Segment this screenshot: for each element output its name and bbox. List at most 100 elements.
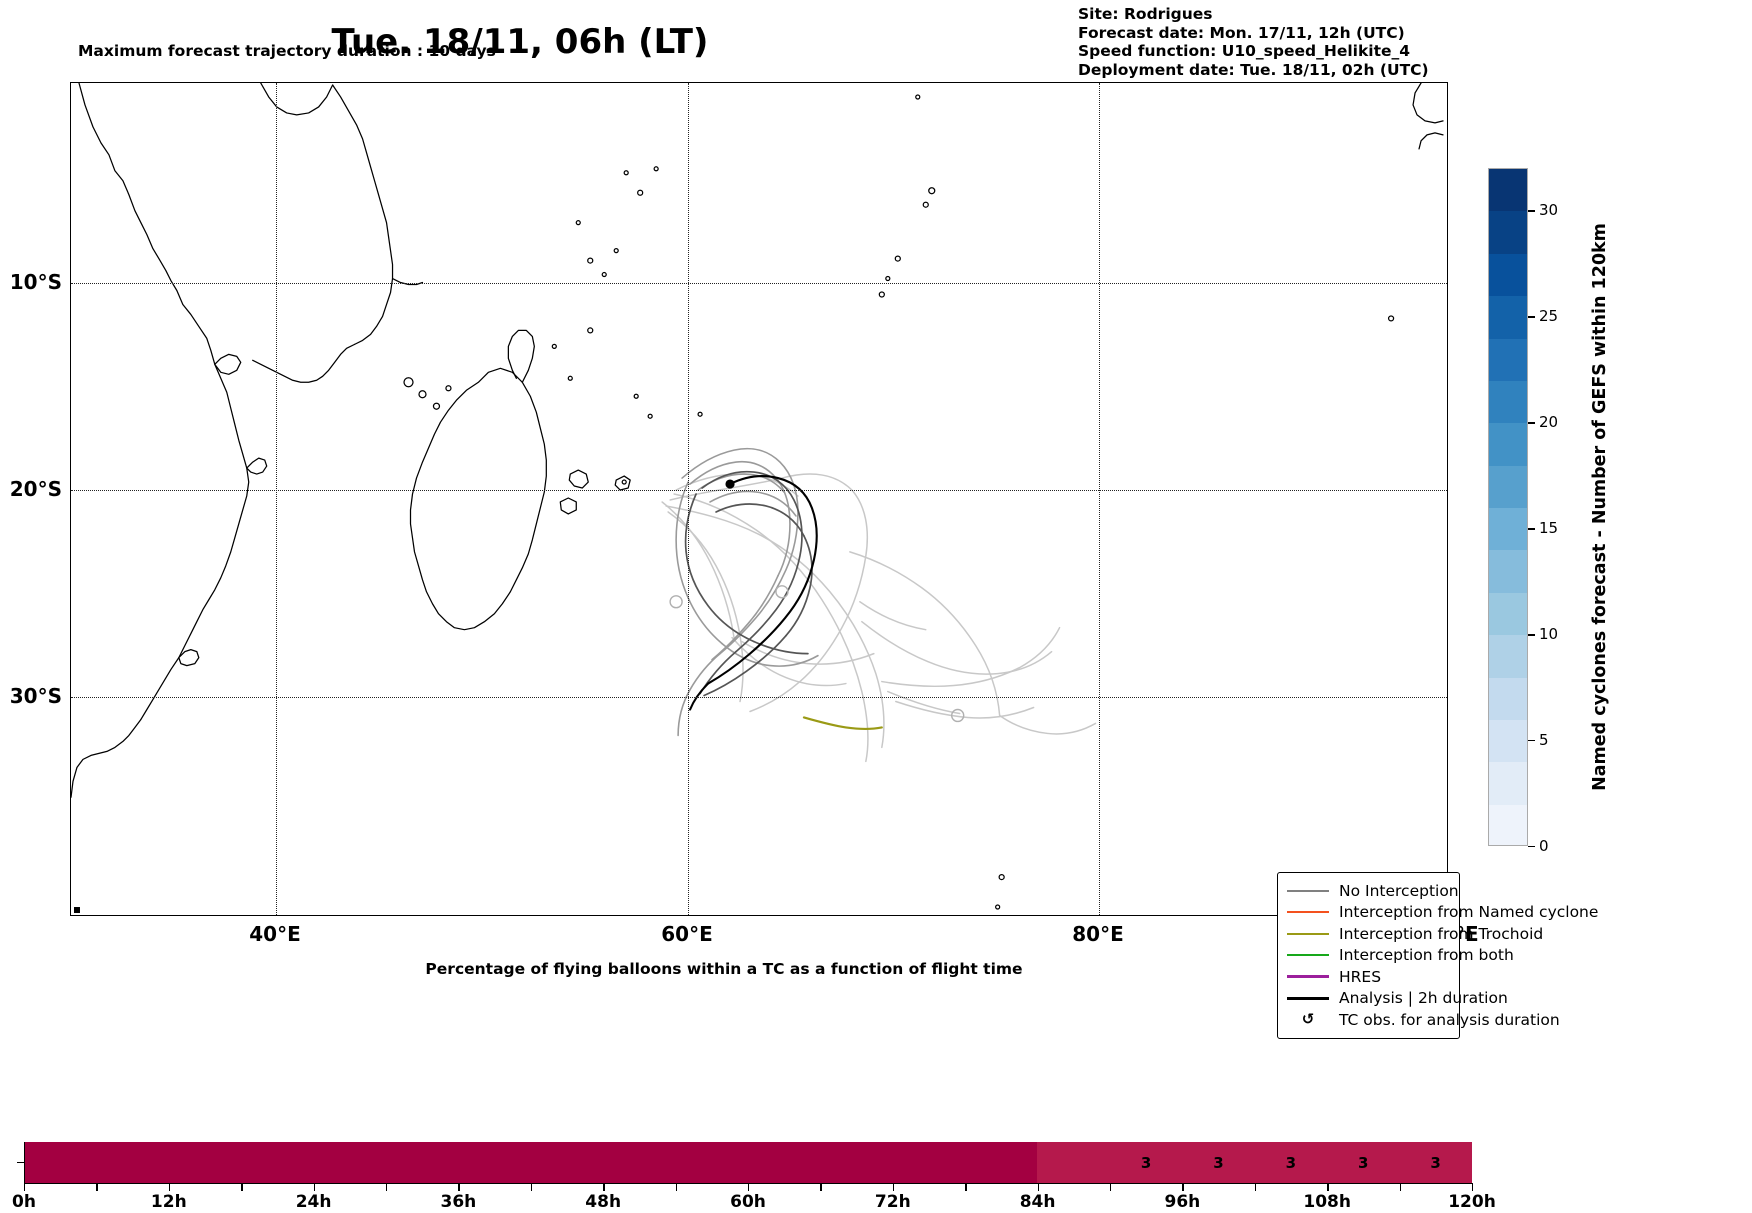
tc-observation-icon: ↺ bbox=[1301, 1010, 1315, 1029]
bottom-bar-tick bbox=[1110, 1183, 1112, 1191]
colorbar-title-text: Named cyclones forecast - Number of GEFS… bbox=[1590, 223, 1610, 791]
bottom-bar-tick-label: 36h bbox=[440, 1192, 477, 1212]
bottom-bar-tick bbox=[241, 1183, 243, 1191]
gridline-lon-80 bbox=[1099, 83, 1100, 915]
colorbar-segment bbox=[1489, 169, 1527, 212]
colorbar-segment bbox=[1489, 296, 1527, 339]
legend-line-swatch bbox=[1287, 975, 1329, 979]
bottom-bar-tick-label: 120h bbox=[1448, 1192, 1496, 1212]
bottom-bar-cell[interactable] bbox=[241, 1142, 314, 1183]
colorbar-tick-label: 25 bbox=[1539, 307, 1559, 326]
bottom-bar-cell[interactable] bbox=[96, 1142, 169, 1183]
bottom-bar-ytick bbox=[17, 1162, 24, 1164]
colorbar-segment bbox=[1489, 804, 1527, 845]
legend-item[interactable]: Interception from Named cyclone bbox=[1287, 902, 1598, 924]
bottom-bar-cell[interactable]: 3 bbox=[1254, 1142, 1328, 1183]
bottom-bar-cell[interactable] bbox=[530, 1142, 604, 1183]
bottom-bar-tick bbox=[603, 1183, 605, 1191]
gridline-lat-30 bbox=[71, 697, 1447, 698]
legend-item-label: Interception from Trochoid bbox=[1339, 924, 1544, 943]
bottom-bar-cell[interactable] bbox=[1037, 1142, 1110, 1183]
gridline-lat-20 bbox=[71, 490, 1447, 491]
bottom-bar-tick bbox=[1327, 1183, 1329, 1191]
colorbar-title: Named cyclones forecast - Number of GEFS… bbox=[1586, 168, 1614, 846]
bottom-bar-tick bbox=[168, 1183, 171, 1191]
bottom-bar-tick-label: 24h bbox=[295, 1192, 332, 1212]
bottom-bar-cell[interactable] bbox=[820, 1142, 893, 1183]
map-y-axis: 10°S 20°S 30°S bbox=[10, 82, 1448, 916]
header-left-line-1: Maximum forecast trajectory duration : 1… bbox=[78, 42, 496, 60]
trajectory-layer bbox=[661, 447, 1097, 763]
bottom-bar-tick-label: 84h bbox=[1019, 1192, 1056, 1212]
legend-item[interactable]: Interception from Trochoid bbox=[1287, 923, 1543, 945]
legend-item[interactable]: HRES bbox=[1287, 966, 1450, 988]
bottom-bar-tick-label: 108h bbox=[1303, 1192, 1351, 1212]
colorbar-segment bbox=[1489, 719, 1527, 763]
legend-line-swatch bbox=[1287, 954, 1329, 957]
bottom-bar-tick bbox=[96, 1183, 98, 1191]
ytick-label-20s: 20°S bbox=[9, 477, 62, 501]
page-title: Tue. 18/11, 06h (LT) bbox=[331, 22, 709, 62]
legend-item-label: Interception from Named cyclone bbox=[1339, 903, 1599, 922]
colorbar-segment bbox=[1489, 677, 1527, 720]
bottom-bar-cell[interactable] bbox=[458, 1142, 531, 1183]
colorbar-tick-label: 30 bbox=[1539, 201, 1559, 220]
bottom-bar-cell[interactable] bbox=[24, 1142, 97, 1183]
legend-item[interactable]: ↺ TC obs. for analysis duration bbox=[1287, 1009, 1560, 1031]
bottom-bar-cell[interactable]: 3 bbox=[1109, 1142, 1183, 1183]
bottom-bar-tick bbox=[820, 1183, 822, 1191]
bottom-bar-tick bbox=[1472, 1183, 1474, 1191]
colorbar-tick bbox=[1528, 528, 1535, 530]
legend-item[interactable]: No Interception bbox=[1287, 880, 1459, 902]
coastline-layer bbox=[71, 83, 1444, 914]
colorbar-gradient bbox=[1488, 168, 1528, 846]
map-plot-area[interactable] bbox=[70, 82, 1448, 916]
bottom-bar-tick bbox=[386, 1183, 388, 1191]
bottom-bar-cell[interactable]: 3 bbox=[1182, 1142, 1255, 1183]
gridline-lon-40 bbox=[276, 83, 277, 915]
bottom-bar-cell[interactable] bbox=[313, 1142, 386, 1183]
bottom-bar-tick bbox=[1037, 1183, 1039, 1191]
colorbar-tick bbox=[1528, 316, 1535, 318]
bottom-bar-tick bbox=[1182, 1183, 1184, 1191]
bottom-bar-cell[interactable] bbox=[965, 1142, 1038, 1183]
bottom-bar-cell[interactable]: 3 bbox=[1399, 1142, 1472, 1183]
gridline-lon-60 bbox=[688, 83, 689, 915]
bottom-bar-tick bbox=[1254, 1183, 1257, 1191]
colorbar-tick bbox=[1528, 422, 1535, 424]
bottom-bar-tick-label: 96h bbox=[1164, 1192, 1201, 1212]
bottom-bar-cell[interactable] bbox=[168, 1142, 242, 1183]
gridline-lat-10 bbox=[71, 283, 1447, 284]
legend-item-label: No Interception bbox=[1339, 881, 1459, 900]
bottom-bar-yaxis bbox=[24, 1142, 1472, 1183]
header-right-line-1: Site: Rodrigues bbox=[1078, 5, 1213, 23]
bottom-bar-tick bbox=[675, 1183, 677, 1191]
bottom-bar-cell[interactable] bbox=[603, 1142, 676, 1183]
bottom-bar-tick bbox=[965, 1183, 967, 1191]
xtick-label-60e: 60°E bbox=[661, 922, 713, 946]
bottom-bar-tick bbox=[1399, 1183, 1401, 1191]
colorbar-segment bbox=[1489, 635, 1527, 678]
colorbar-tick bbox=[1528, 740, 1535, 742]
xtick-label-80e: 80°E bbox=[1072, 922, 1124, 946]
colorbar-tick bbox=[1528, 210, 1535, 212]
legend-line-swatch bbox=[1287, 889, 1329, 892]
colorbar-segment bbox=[1489, 253, 1527, 297]
bottom-bar-cell[interactable]: 3 bbox=[1327, 1142, 1400, 1183]
colorbar-segment bbox=[1489, 211, 1527, 254]
bottom-bar-cell[interactable] bbox=[747, 1142, 821, 1183]
bottom-bar-tick bbox=[458, 1183, 460, 1191]
colorbar[interactable]: 0 5 10 15 20 25 30 bbox=[1488, 168, 1558, 855]
colorbar-segment bbox=[1489, 508, 1527, 551]
bottom-bar-cell[interactable] bbox=[892, 1142, 966, 1183]
ytick-label-10s: 10°S bbox=[9, 270, 62, 294]
colorbar-tick-label: 15 bbox=[1539, 519, 1559, 538]
bottom-bar-cell[interactable] bbox=[675, 1142, 748, 1183]
bottom-bar-tick bbox=[530, 1183, 533, 1191]
legend-item[interactable]: Analysis | 2h duration bbox=[1287, 988, 1508, 1010]
header-right-line-2: Forecast date: Mon. 17/11, 12h (UTC) bbox=[1078, 23, 1405, 42]
legend-item[interactable]: Interception from both bbox=[1287, 945, 1514, 967]
colorbar-tick bbox=[1528, 634, 1535, 636]
bottom-bar-cell[interactable] bbox=[385, 1142, 459, 1183]
